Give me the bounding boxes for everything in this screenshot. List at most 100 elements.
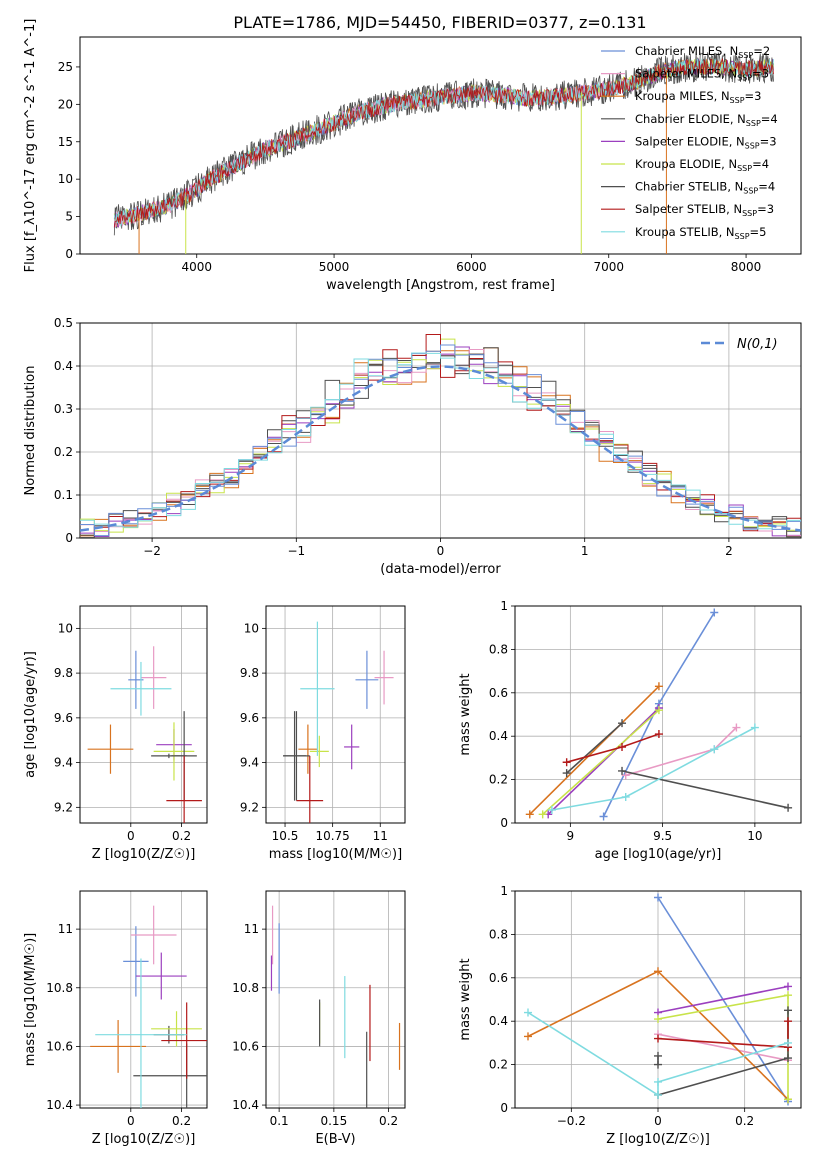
y-tick-label: 1 bbox=[500, 599, 508, 613]
legend-label: N(0,1) bbox=[737, 337, 778, 352]
legend-label: Salpeter MILES, NSSP=3 bbox=[635, 67, 769, 83]
y-tick-label: 11 bbox=[58, 922, 73, 936]
x-tick-label: 0 bbox=[437, 544, 445, 558]
weight-marker bbox=[538, 810, 547, 819]
weight-marker bbox=[654, 1060, 662, 1069]
weight-line bbox=[625, 726, 737, 777]
legend-subscript: SSP bbox=[737, 164, 752, 173]
y-tick-label: 9.4 bbox=[240, 756, 259, 770]
weight-marker bbox=[784, 1095, 792, 1104]
panel-spectrum: 4000 5000 6000 7000 8000 0 5 10 15 20 25 wavelength… bbox=[23, 19, 802, 293]
y-tick-label: 0 bbox=[65, 531, 73, 545]
y-axis-label: Normed distribution bbox=[23, 366, 38, 496]
weight-line bbox=[657, 985, 789, 1014]
weight-marker bbox=[784, 991, 792, 1000]
y-tick-label: 9.2 bbox=[54, 800, 73, 814]
plot-area bbox=[525, 608, 793, 821]
weight-marker bbox=[524, 1008, 532, 1017]
x-tick-label: 4000 bbox=[181, 260, 212, 274]
x-tick-label: 0 bbox=[654, 1114, 662, 1128]
x-tick-label: 0.15 bbox=[320, 1114, 347, 1128]
x-tick-label: 0.2 bbox=[172, 1114, 191, 1128]
legend-value: =5 bbox=[750, 225, 767, 239]
y-tick-label: 1 bbox=[500, 884, 508, 898]
y-tick-label: 9.2 bbox=[240, 800, 259, 814]
x-tick-label: 10.75 bbox=[315, 829, 349, 843]
weight-marker bbox=[784, 803, 793, 812]
x-axis-label: Z [log10(Z/Z☉)] bbox=[606, 1132, 710, 1147]
weight-marker bbox=[524, 1032, 532, 1041]
weight-marker bbox=[654, 730, 663, 739]
y-axis-label: age [log10(age/yr)] bbox=[23, 651, 38, 778]
x-tick-label: 0 bbox=[127, 1114, 135, 1128]
x-axis-label: mass [log10(M/M☉)] bbox=[269, 847, 402, 862]
y-tick-label: 10 bbox=[58, 621, 73, 635]
y-tick-label: 0.6 bbox=[489, 971, 508, 985]
y-tick-label: 10 bbox=[58, 172, 73, 186]
legend-subscript: SSP bbox=[737, 74, 752, 83]
weight-marker bbox=[547, 805, 556, 814]
weight-line bbox=[621, 770, 789, 809]
plot-area bbox=[80, 334, 801, 538]
panel-residuals: −2 −1 0 1 2 0 0.1 0.2 0.3 0.4 0.5 (data-model)/erro… bbox=[23, 316, 802, 577]
x-tick-label: 7000 bbox=[593, 260, 624, 274]
legend-label: Chabrier ELODIE, NSSP=4 bbox=[635, 112, 778, 128]
legend-value: =2 bbox=[753, 44, 770, 58]
x-tick-label: 0 bbox=[127, 829, 135, 843]
residual-histogram bbox=[80, 344, 801, 537]
x-tick-label: 1 bbox=[581, 544, 589, 558]
axes-frame bbox=[265, 890, 406, 1109]
weight-marker bbox=[784, 1038, 792, 1047]
plot-area bbox=[283, 621, 394, 823]
y-tick-label: 0.4 bbox=[489, 1014, 508, 1028]
weight-line bbox=[542, 709, 660, 815]
legend-subscript: SSP bbox=[743, 187, 758, 196]
weight-marker bbox=[525, 810, 534, 819]
x-tick-label: 5000 bbox=[319, 260, 350, 274]
x-axis-label: E(B-V) bbox=[315, 1132, 355, 1147]
y-tick-label: 10.6 bbox=[232, 1039, 259, 1053]
weight-line bbox=[657, 1010, 789, 1096]
y-tick-label: 5 bbox=[65, 210, 73, 224]
x-tick-label: 0.1 bbox=[270, 1114, 289, 1128]
y-tick-label: 10 bbox=[244, 621, 259, 635]
weight-marker bbox=[710, 745, 719, 754]
axes-frame bbox=[514, 605, 802, 824]
legend-label: Salpeter ELODIE, NSSP=3 bbox=[635, 134, 777, 150]
y-tick-label: 0.2 bbox=[489, 773, 508, 787]
normal-reference-curve bbox=[80, 365, 801, 532]
weight-line bbox=[547, 707, 660, 815]
legend-subscript: SSP bbox=[735, 232, 750, 241]
x-axis-label: Z [log10(Z/Z☉)] bbox=[92, 1132, 196, 1147]
legend-value: =4 bbox=[758, 180, 775, 194]
plot-area bbox=[270, 905, 401, 1108]
weight-marker bbox=[654, 1051, 662, 1060]
legend-subscript: SSP bbox=[745, 141, 760, 150]
y-tick-label: 9.8 bbox=[54, 666, 73, 680]
weight-marker bbox=[784, 1054, 792, 1063]
y-axis-label: mass [log10(M/M☉)] bbox=[23, 933, 38, 1066]
x-tick-label: 0.2 bbox=[172, 829, 191, 843]
axes-frame bbox=[79, 890, 208, 1109]
plot-area bbox=[524, 893, 792, 1106]
y-tick-label: 0.6 bbox=[489, 686, 508, 700]
weight-line bbox=[657, 1033, 789, 1062]
axes-frame bbox=[79, 322, 802, 539]
plot-area bbox=[113, 51, 774, 254]
x-tick-label: −0.2 bbox=[557, 1114, 586, 1128]
weight-marker bbox=[621, 792, 630, 801]
y-tick-label: 10.8 bbox=[232, 981, 259, 995]
x-tick-label: 6000 bbox=[456, 260, 487, 274]
y-tick-label: 10.6 bbox=[46, 1039, 73, 1053]
y-tick-label: 9.4 bbox=[54, 756, 73, 770]
panel-weight_vs_age: 9 9.5 10 0 0.2 0.4 0.6 0.8 1 age [log10(age/yr)] m… bbox=[458, 599, 802, 862]
x-tick-label: 9 bbox=[567, 829, 575, 843]
y-tick-label: 10.4 bbox=[46, 1098, 73, 1112]
x-axis-label: (data-model)/error bbox=[380, 562, 501, 577]
x-tick-label: 0.2 bbox=[379, 1114, 398, 1128]
panel-weight_vs_Z: −0.2 0 0.2 0 0.2 0.4 0.6 0.8 1 Z [log10(Z/Z☉)] mas… bbox=[458, 884, 802, 1147]
weight-line bbox=[566, 733, 660, 763]
y-axis-label: mass weight bbox=[458, 673, 473, 755]
weight-line bbox=[602, 612, 715, 817]
y-tick-label: 0 bbox=[65, 247, 73, 261]
